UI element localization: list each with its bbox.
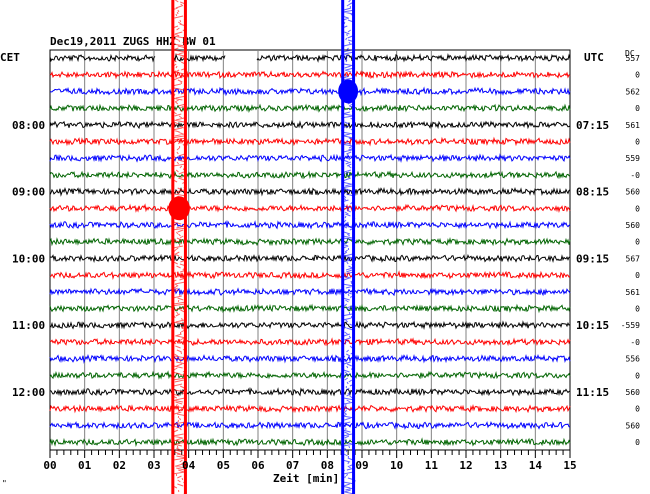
cet-time-label: 09:00 xyxy=(12,186,45,199)
trace-23 xyxy=(49,420,571,431)
dc-value: -0 xyxy=(630,171,640,180)
dc-value: 0 xyxy=(635,371,640,380)
trace-21 xyxy=(49,387,571,397)
trace-24 xyxy=(49,437,571,447)
x-tick-label: 01 xyxy=(78,459,92,472)
dc-value: 0 xyxy=(635,71,640,80)
trace-12 xyxy=(49,236,571,247)
x-axis-label: Zeit [min] xyxy=(273,472,339,485)
dc-header-label: DC xyxy=(625,49,635,58)
dc-value: 567 xyxy=(626,254,641,263)
utc-time-label: 07:15 xyxy=(576,119,609,132)
trace-3 xyxy=(49,86,571,97)
trace-5 xyxy=(49,119,571,130)
dc-value: 0 xyxy=(635,438,640,447)
dc-value: 560 xyxy=(626,221,641,230)
x-tick-label: 12 xyxy=(459,459,472,472)
x-tick-label: 07 xyxy=(286,459,299,472)
x-tick-label: 15 xyxy=(563,459,576,472)
x-tick-label: 13 xyxy=(494,459,507,472)
trace-17 xyxy=(49,320,571,330)
cet-time-label: 08:00 xyxy=(12,119,45,132)
trace-10 xyxy=(49,203,571,214)
trace-8 xyxy=(49,170,571,180)
dc-value: 561 xyxy=(626,288,641,297)
x-tick-label: 09 xyxy=(355,459,368,472)
trace-4 xyxy=(49,103,571,113)
trace-15 xyxy=(49,287,571,297)
trace-1 xyxy=(49,53,571,63)
dc-value: 0 xyxy=(635,405,640,414)
dc-value: 0 xyxy=(635,204,640,213)
x-tick-label: 00 xyxy=(43,459,56,472)
dc-value: 0 xyxy=(635,138,640,147)
event-1 xyxy=(168,0,190,494)
event-bar xyxy=(171,0,175,494)
dc-value: 0 xyxy=(635,104,640,113)
trace-22 xyxy=(49,403,571,414)
dc-value: 559 xyxy=(626,154,641,163)
cet-time-label: 12:00 xyxy=(12,386,45,399)
dc-value: 556 xyxy=(626,355,641,364)
event-2 xyxy=(338,0,359,494)
trace-19 xyxy=(49,353,571,364)
left-timezone-label: CET xyxy=(0,51,20,64)
x-tick-label: 06 xyxy=(251,459,265,472)
dc-value: 560 xyxy=(626,421,641,430)
trace-14 xyxy=(49,270,571,280)
x-tick-label: 10 xyxy=(390,459,403,472)
x-tick-label: 14 xyxy=(529,459,543,472)
x-tick-label: 08 xyxy=(321,459,334,472)
dc-value: -0 xyxy=(630,338,640,347)
event-bar xyxy=(352,0,356,494)
dc-value: 0 xyxy=(635,271,640,280)
trace-2 xyxy=(49,70,571,80)
x-tick-label: 03 xyxy=(147,459,160,472)
cet-time-label: 10:00 xyxy=(12,252,45,265)
trace-layer xyxy=(49,53,571,447)
dc-value: 557 xyxy=(626,54,641,63)
trace-6 xyxy=(49,136,571,147)
utc-time-label: 11:15 xyxy=(576,386,609,399)
utc-time-label: 08:15 xyxy=(576,186,609,199)
x-tick-label: 04 xyxy=(182,459,196,472)
dc-value: 0 xyxy=(635,305,640,314)
plot-frame xyxy=(49,49,571,451)
utc-time-label: 10:15 xyxy=(576,319,609,332)
event-layer xyxy=(168,0,359,494)
trace-9 xyxy=(49,186,571,197)
trace-18 xyxy=(49,337,571,347)
cet-time-label: 11:00 xyxy=(12,319,45,332)
trace-7 xyxy=(49,153,571,163)
x-tick-label: 11 xyxy=(425,459,439,472)
trace-20 xyxy=(49,370,571,380)
x-tick-label: 02 xyxy=(113,459,126,472)
dc-value: -559 xyxy=(621,321,640,330)
utc-time-label: 09:15 xyxy=(576,252,609,265)
trace-13 xyxy=(49,253,571,264)
dc-value: 0 xyxy=(635,238,640,247)
corner-mark: " xyxy=(2,479,7,488)
dc-value: 561 xyxy=(626,121,641,130)
trace-11 xyxy=(49,220,571,230)
event-scribble xyxy=(341,0,356,494)
dc-value: 562 xyxy=(626,87,641,96)
grid-layer xyxy=(49,49,571,458)
dc-value: 560 xyxy=(626,388,641,397)
x-tick-label: 05 xyxy=(217,459,230,472)
trace-16 xyxy=(49,303,571,314)
event-peak xyxy=(338,79,359,104)
event-peak xyxy=(168,196,190,221)
event-bar xyxy=(183,0,187,494)
dc-value: 560 xyxy=(626,188,641,197)
event-bar xyxy=(341,0,345,494)
label-layer: 00 01 02 03 04 05 06 07 08 09 10 11 12 13 14 1508:0009:… xyxy=(12,54,640,472)
right-timezone-label: UTC xyxy=(584,51,604,64)
plot-title: Dec19,2011 ZUGS HHZ BW 01 xyxy=(50,35,216,48)
